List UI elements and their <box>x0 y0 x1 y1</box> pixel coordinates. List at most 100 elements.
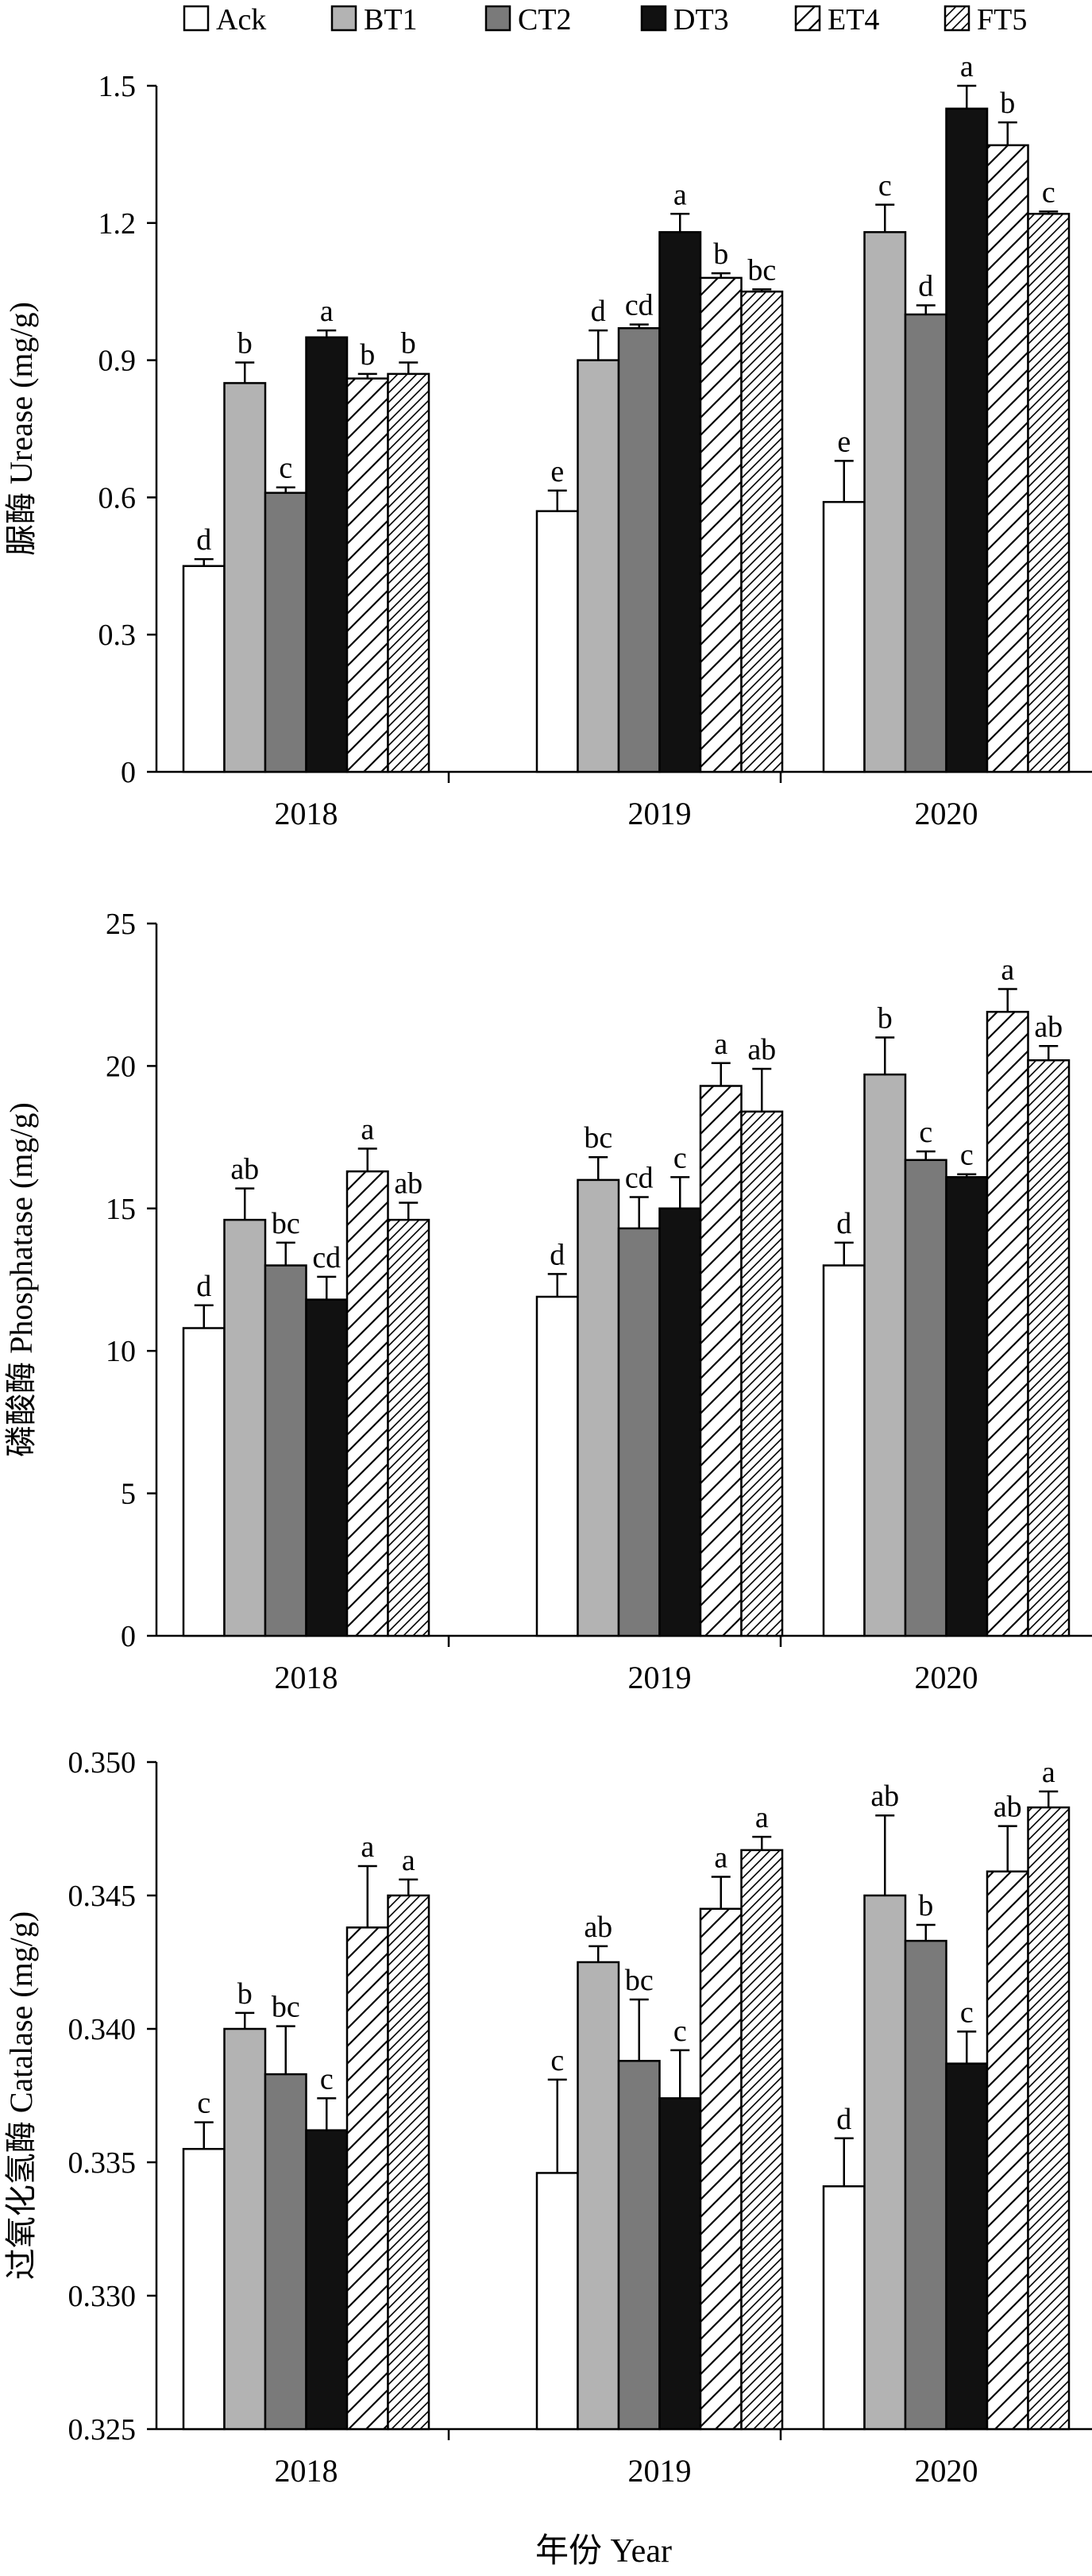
bar-ack-2019: c <box>535 2044 579 2431</box>
bar-ft5-2018: b <box>387 326 430 773</box>
bar <box>904 1159 947 1637</box>
significance-letter: bc <box>625 1964 654 1997</box>
bar <box>863 231 907 773</box>
bar-dt3-2018: c <box>305 2062 349 2431</box>
bar <box>986 1010 1029 1637</box>
chart-panel-3: 0.325 0.330 0.335 0.340 0.345 0.350 过氧化氢酶 Cata… <box>3 1746 1092 2489</box>
significance-letter: c <box>673 1141 687 1174</box>
y-tick-label: 0.6 <box>98 481 137 515</box>
legend-swatch <box>794 5 821 32</box>
y-tick-label: 0.325 <box>68 2413 137 2447</box>
significance-letter: d <box>918 269 933 303</box>
significance-letter: b <box>1000 87 1015 120</box>
bar-ct2-2020: c <box>904 1116 947 1637</box>
legend-label: CT2 <box>518 3 572 37</box>
significance-letter: b <box>713 237 728 271</box>
bar-ack-2018: d <box>182 1270 226 1637</box>
bar <box>182 2147 226 2431</box>
chart-panel-1: 0 0.3 0.6 0.9 1.2 1.5 脲酶 Urease (mg/g) 2018 2019… <box>3 50 1092 831</box>
legend-label: DT3 <box>673 3 729 37</box>
significance-letter: d <box>836 1207 851 1240</box>
significance-letter: b <box>360 338 375 372</box>
significance-letter: d <box>196 523 211 557</box>
bar-ct2-2020: d <box>904 269 947 773</box>
x-tick-label: 2020 <box>915 1660 978 1695</box>
bar <box>345 1170 389 1637</box>
y-tick-label: 1.2 <box>98 207 137 241</box>
legend: Ack BT1 CT2 DT3 ET4 FT5 <box>183 3 1027 37</box>
y-axis-title: 过氧化氢酶 Catalase (mg/g) <box>3 1911 39 2280</box>
significance-letter: b <box>918 1889 933 1922</box>
legend-swatch <box>943 5 970 32</box>
significance-letter: b <box>878 1002 893 1035</box>
bar-et4-2020: b <box>986 87 1029 773</box>
bar <box>305 1298 349 1637</box>
x-tick-label: 2020 <box>915 796 978 831</box>
bar <box>345 1926 389 2431</box>
bar-ack-2020: e <box>822 425 866 773</box>
bar-ct2-2018: c <box>264 452 307 773</box>
significance-letter: a <box>320 295 334 328</box>
legend-entry-ct2: CT2 <box>484 3 572 37</box>
x-tick-label: 2018 <box>275 796 338 831</box>
bar-ack-2020: d <box>822 1207 866 1637</box>
x-axis-title: 年份 Year <box>535 2532 672 2570</box>
bar-ft5-2018: a <box>387 1844 430 2431</box>
significance-letter: a <box>361 1830 374 1864</box>
bar-et4-2019: a <box>699 1028 743 1637</box>
bar-ct2-2019: cd <box>617 289 661 773</box>
bar <box>822 500 866 773</box>
bar <box>863 1073 907 1637</box>
bar <box>986 144 1029 773</box>
bar-bt1-2018: b <box>223 1977 267 2431</box>
significance-letter: d <box>591 295 606 328</box>
bar <box>658 2097 702 2431</box>
y-tick-label: 0.335 <box>68 2146 137 2180</box>
chart-panel-2: 0 5 10 15 20 25 磷酸酶 Phosphatase (mg/g) 2018 2019… <box>3 908 1092 1695</box>
y-tick-label: 0.9 <box>98 345 137 378</box>
legend-entry-ft5: FT5 <box>943 3 1027 37</box>
significance-letter: c <box>1042 175 1055 209</box>
bar <box>223 2027 267 2431</box>
bar <box>1027 1059 1071 1637</box>
y-tick-label: 0.350 <box>68 1746 137 1780</box>
bar <box>387 372 430 773</box>
significance-letter: c <box>878 169 892 202</box>
bar-bt1-2020: c <box>863 169 907 773</box>
x-tick-label: 2019 <box>628 1660 692 1695</box>
significance-letter: ab <box>230 1153 259 1186</box>
bar-et4-2019: a <box>699 1841 743 2431</box>
significance-letter: c <box>919 1116 932 1149</box>
significance-letter: ab <box>747 1033 776 1066</box>
significance-letter: e <box>837 425 851 458</box>
bar-ack-2020: d <box>822 2103 866 2431</box>
y-tick-label: 0.345 <box>68 1880 137 1913</box>
bar <box>264 2073 307 2431</box>
bar <box>904 313 947 773</box>
bar-et4-2019: b <box>699 237 743 773</box>
x-tick-label: 2018 <box>275 1660 338 1695</box>
bar-dt3-2020: c <box>945 1139 989 1637</box>
bar <box>577 1178 620 1637</box>
legend-entry-dt3: DT3 <box>640 3 729 37</box>
legend-swatch <box>484 5 511 32</box>
y-axis-title: 脲酶 Urease (mg/g) <box>3 302 39 556</box>
bar <box>182 1327 226 1637</box>
bar <box>699 1907 743 2431</box>
significance-letter: b <box>401 326 416 360</box>
bar-ft5-2020: a <box>1027 1756 1071 2431</box>
bar <box>264 1264 307 1637</box>
significance-letter: ab <box>584 1911 612 1944</box>
bar <box>822 2185 866 2431</box>
bar <box>345 377 389 773</box>
significance-letter: c <box>550 2044 564 2077</box>
chart-panels: 0 0.3 0.6 0.9 1.2 1.5 脲酶 Urease (mg/g) 2018 2019… <box>3 50 1092 2489</box>
bar-dt3-2018: a <box>305 295 349 773</box>
significance-letter: a <box>960 50 974 83</box>
significance-letter: d <box>196 1270 211 1303</box>
bar <box>945 2062 989 2431</box>
bar-ack-2018: c <box>182 2087 226 2431</box>
significance-letter: bc <box>584 1121 612 1155</box>
bar-dt3-2019: c <box>658 1141 702 1637</box>
